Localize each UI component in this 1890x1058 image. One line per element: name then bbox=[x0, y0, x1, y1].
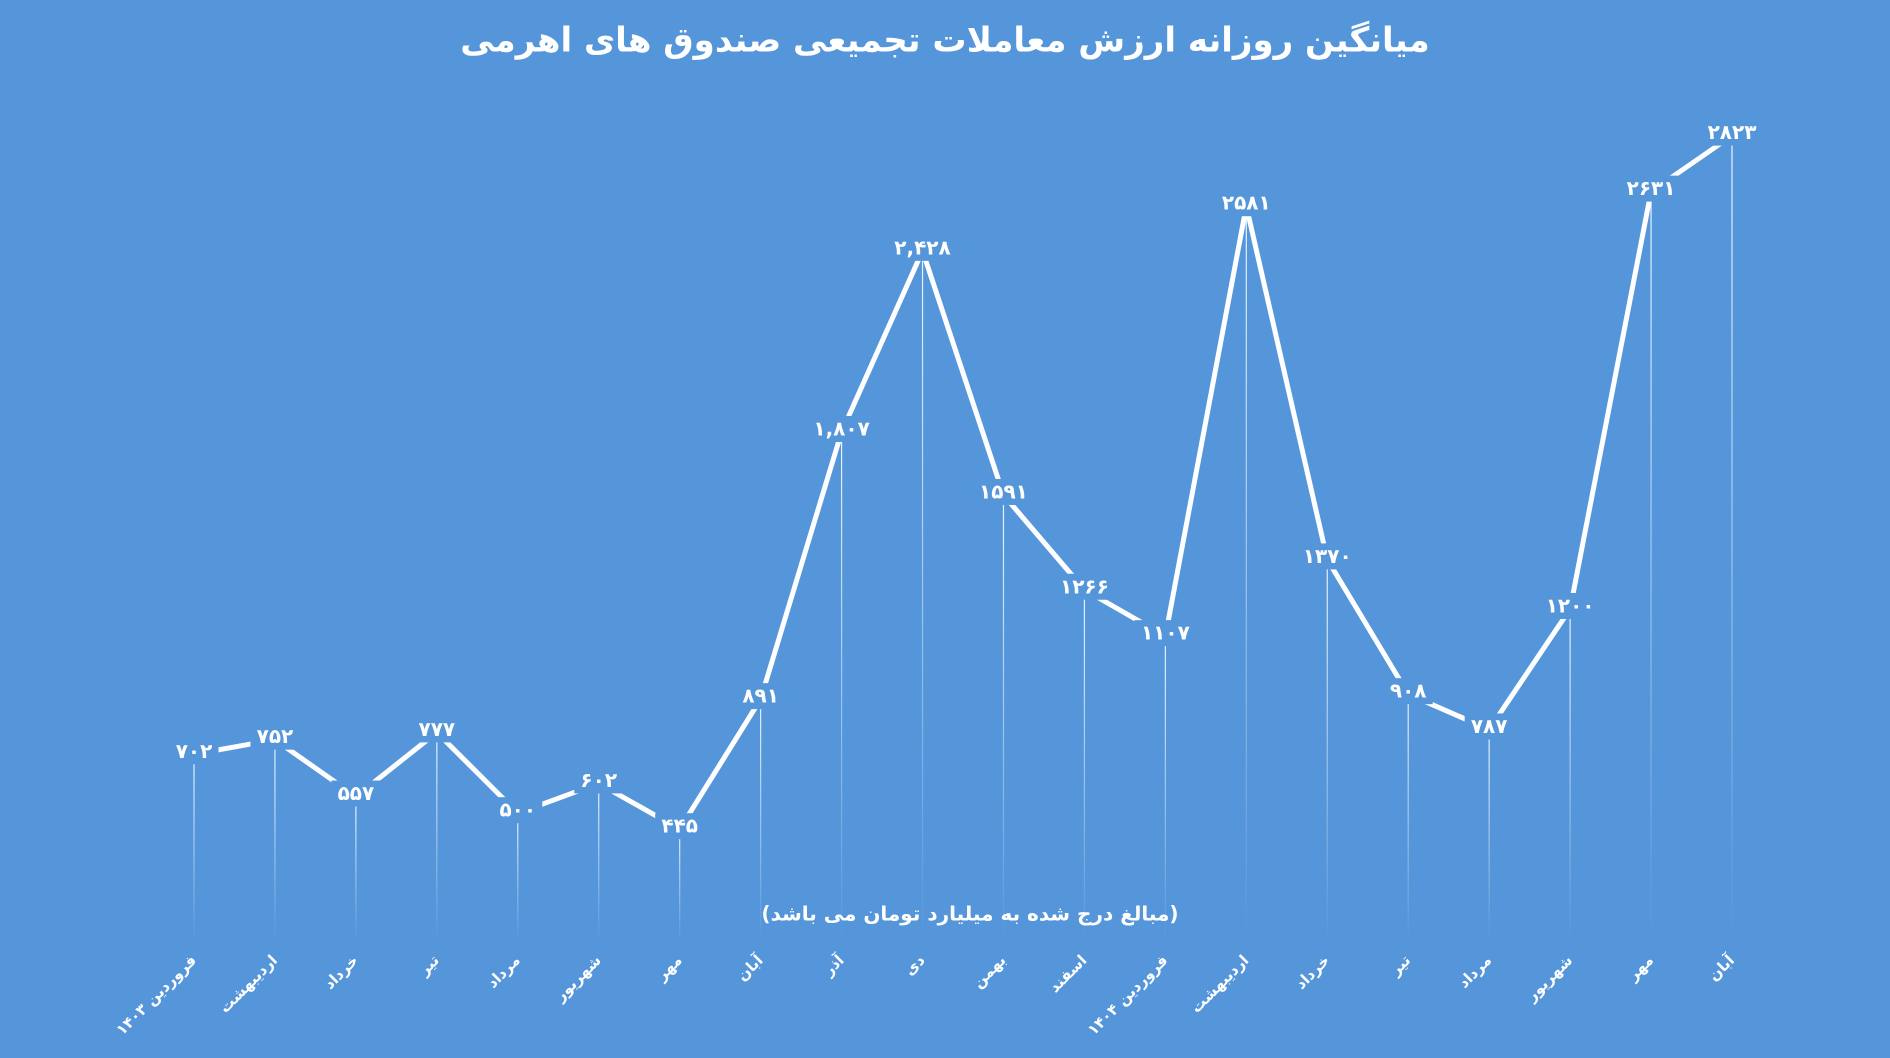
value-label-bg bbox=[412, 716, 462, 743]
value-label-bg bbox=[250, 723, 300, 750]
value-label-bg bbox=[493, 797, 543, 824]
value-label: ۷۰۲ bbox=[176, 739, 213, 763]
value-label-bg bbox=[972, 478, 1035, 505]
value-label: ۵۵۷ bbox=[338, 781, 375, 805]
value-label-bg bbox=[574, 767, 624, 794]
value-label: ۷۷۷ bbox=[419, 717, 456, 741]
value-label: ۷۵۲ bbox=[257, 724, 294, 748]
value-label-bg bbox=[655, 813, 705, 840]
chart-title: میانگین روزانه ارزش معاملات تجمیعی صندوق… bbox=[460, 21, 1429, 61]
value-label-bg bbox=[1701, 119, 1763, 146]
value-label-bg bbox=[169, 738, 219, 765]
chart-subtitle: (مبالغ درج شده به میلیارد تومان می باشد) bbox=[761, 902, 1178, 926]
value-label-bg bbox=[1296, 543, 1359, 570]
value-label: ۱۳۷۰ bbox=[1303, 544, 1352, 568]
value-label-bg bbox=[804, 415, 880, 442]
value-label: ۶۰۲ bbox=[580, 768, 617, 792]
value-label-bg bbox=[1134, 620, 1197, 647]
value-label-bg bbox=[1539, 593, 1602, 619]
value-label: ۲۸۲۳ bbox=[1708, 120, 1757, 144]
value-label-bg bbox=[885, 234, 961, 261]
value-label-bg bbox=[331, 780, 381, 807]
value-label: ۱۱۰۷ bbox=[1141, 621, 1190, 645]
value-label-bg bbox=[1464, 713, 1514, 740]
value-label-bg bbox=[736, 683, 786, 710]
value-label: ۲,۴۲۸ bbox=[894, 235, 950, 259]
value-label: ۲۶۳۱ bbox=[1627, 176, 1676, 200]
value-label: ۷۸۷ bbox=[1471, 714, 1508, 738]
value-label: ۴۴۵ bbox=[661, 814, 698, 838]
value-label-bg bbox=[1383, 678, 1433, 705]
value-label: ۵۰۰ bbox=[499, 798, 536, 822]
value-label: ۱۲۶۶ bbox=[1060, 574, 1109, 598]
value-label: ۱۵۹۱ bbox=[979, 479, 1028, 503]
value-label: ۲۵۸۱ bbox=[1222, 191, 1271, 215]
value-label-bg bbox=[1215, 190, 1278, 217]
value-label: ۹۰۸ bbox=[1390, 679, 1427, 703]
value-label-bg bbox=[1053, 573, 1116, 600]
value-label: ۸۹۱ bbox=[742, 684, 779, 708]
value-label: ۱۲۰۰ bbox=[1546, 594, 1595, 618]
value-label-bg bbox=[1620, 175, 1683, 202]
value-label: ۱,۸۰۷ bbox=[813, 416, 869, 440]
